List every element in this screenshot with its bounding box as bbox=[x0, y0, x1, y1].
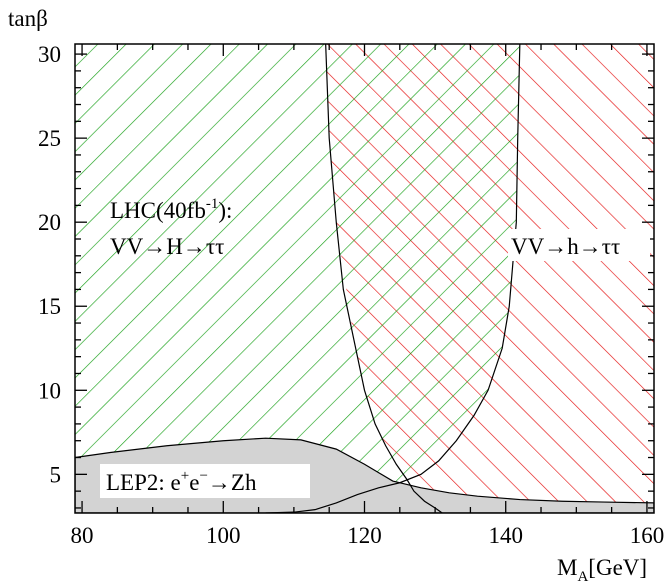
annotation-lep2-sup1: + bbox=[181, 468, 189, 484]
y-axis-label: tanβ bbox=[8, 6, 48, 31]
region-overlap-green-hatch bbox=[265, 44, 520, 513]
annotation-lhc-lumi-sup: -1 bbox=[206, 196, 219, 212]
annotation-h-tautau-background bbox=[508, 229, 650, 261]
x-axis-label-sub: A bbox=[577, 569, 588, 585]
axis-ticks bbox=[75, 44, 654, 513]
annotation-lep2-background bbox=[100, 464, 310, 498]
x-tick-label: 100 bbox=[206, 523, 241, 548]
tick-labels: 80 100 120 140 160 5 10 15 20 25 30 bbox=[38, 42, 664, 548]
y-tick-label: 30 bbox=[38, 42, 61, 67]
region-H-tautau bbox=[75, 44, 443, 513]
annotation-lhc-lumi-text: LHC(40fb bbox=[110, 198, 206, 223]
annotation-lep2-post: →Zh bbox=[208, 470, 257, 495]
x-tick-label: 140 bbox=[488, 523, 523, 548]
annotation-lep2-mid: e bbox=[189, 470, 199, 495]
x-tick-label: 120 bbox=[347, 523, 382, 548]
y-tick-label: 25 bbox=[38, 126, 61, 151]
annotation-H-tautau: VV→H→ττ bbox=[110, 234, 224, 259]
curve-h-right-boundary bbox=[265, 44, 521, 513]
annotation-lhc-lumi: LHC(40fb-1): bbox=[110, 196, 232, 223]
plot-area bbox=[75, 44, 654, 513]
annotation-lep2-sup2: − bbox=[199, 468, 207, 484]
curve-H-left-boundary bbox=[325, 44, 443, 513]
annotation-lep2-pre: LEP2: e bbox=[106, 470, 181, 495]
annotation-lhc-lumi-tail: ): bbox=[218, 198, 232, 223]
annotation-h-tautau: VV→h→ττ bbox=[511, 234, 620, 259]
x-tick-label: 160 bbox=[630, 523, 665, 548]
y-tick-label: 20 bbox=[38, 210, 61, 235]
y-tick-label: 10 bbox=[38, 378, 61, 403]
x-axis-label-main: M bbox=[557, 555, 577, 580]
annotation-lep2: LEP2: e+e−→Zh bbox=[106, 468, 257, 495]
y-tick-label: 15 bbox=[38, 294, 61, 319]
x-axis-label: MA[GeV] bbox=[557, 555, 647, 585]
x-axis-label-rest: [GeV] bbox=[588, 555, 647, 580]
y-tick-label: 5 bbox=[50, 462, 62, 487]
x-tick-label: 80 bbox=[71, 523, 94, 548]
